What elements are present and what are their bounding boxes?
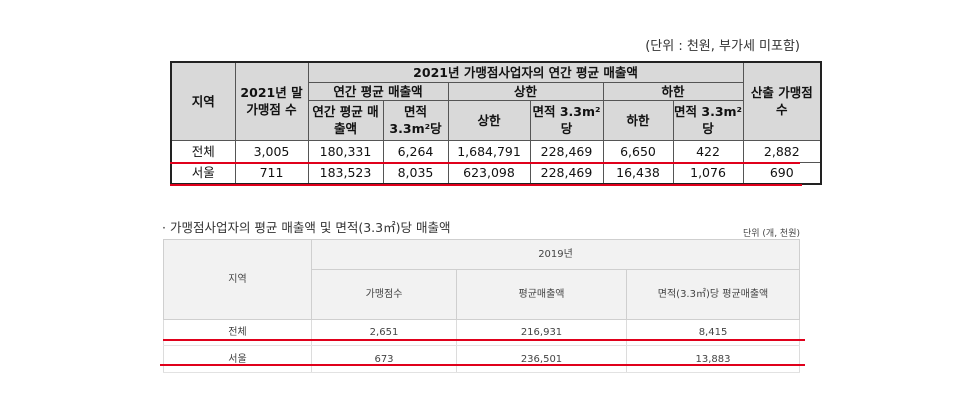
header-upper-area: 면적 3.3m²당 xyxy=(529,99,604,141)
header-lower-area: 면적 3.3m²당 xyxy=(672,99,744,141)
table-row: 서울 711 183,523 8,035 623,098 228,469 16,… xyxy=(170,161,822,185)
cell-stores: 3,005 xyxy=(234,139,309,163)
t2-highlight-line-top xyxy=(163,339,805,341)
header-lower: 하한 xyxy=(602,81,744,101)
header-calc-stores: 산출 가맹점 수 xyxy=(742,61,822,141)
highlight-line-top xyxy=(170,162,800,164)
t2-header-area-sales: 면적(3.3㎡)당 평균매출액 xyxy=(625,269,801,320)
t2-cell-region: 전체 xyxy=(163,319,312,346)
t2-header-region: 지역 xyxy=(163,239,312,320)
header-annual-avg: 연간 평균 매출액 xyxy=(307,81,449,101)
t2-cell-area-sales: 13,883 xyxy=(625,345,801,373)
table2-unit-note: 단위 (개, 천원) xyxy=(742,229,800,239)
cell-upper: 1,684,791 xyxy=(447,139,531,163)
franchise-sales-table-2021: 지역 2021년 말 가맹점 수 2021년 가맹점사업자의 연간 평균 매출액… xyxy=(170,61,823,185)
franchise-sales-table-2019: 지역 2019년 가맹점수 평균매출액 면적(3.3㎡)당 평균매출액 전체 2… xyxy=(163,239,801,373)
t2-cell-area-sales: 8,415 xyxy=(625,319,801,346)
cell-sales: 180,331 xyxy=(307,139,384,163)
cell-calc: 690 xyxy=(742,161,822,185)
cell-stores: 711 xyxy=(234,161,309,185)
cell-lower-area: 422 xyxy=(672,139,744,163)
cell-region: 전체 xyxy=(170,139,236,163)
table-row: 전체 2,651 216,931 8,415 xyxy=(163,319,801,346)
highlight-line-bottom xyxy=(170,184,802,186)
cell-area: 6,264 xyxy=(382,139,449,163)
t2-cell-stores: 2,651 xyxy=(311,319,457,346)
table-row: 서울 673 236,501 13,883 xyxy=(163,345,801,373)
unit-note: (단위 : 천원, 부가세 미포함) xyxy=(645,39,800,54)
t2-header-year: 2019년 xyxy=(310,239,801,270)
cell-region: 서울 xyxy=(170,161,236,185)
header-upper: 상한 xyxy=(447,81,604,101)
t2-cell-stores: 673 xyxy=(311,345,457,373)
cell-lower: 6,650 xyxy=(602,139,674,163)
t2-header-avg-sales: 평균매출액 xyxy=(456,269,627,320)
header-stores-2021: 2021년 말 가맹점 수 xyxy=(234,61,309,141)
t2-cell-region: 서울 xyxy=(163,345,312,373)
cell-lower-area: 1,076 xyxy=(672,161,744,185)
cell-area: 8,035 xyxy=(382,161,449,185)
cell-sales: 183,523 xyxy=(307,161,384,185)
t2-header-stores: 가맹점수 xyxy=(311,269,457,320)
t2-cell-avg-sales: 236,501 xyxy=(456,345,627,373)
t2-highlight-line-bottom xyxy=(160,364,805,366)
cell-upper-area: 228,469 xyxy=(529,139,604,163)
table-row: 전체 3,005 180,331 6,264 1,684,791 228,469… xyxy=(170,139,822,163)
cell-lower: 16,438 xyxy=(602,161,674,185)
header-upper-sales: 상한 xyxy=(447,99,531,141)
cell-calc: 2,882 xyxy=(742,139,822,163)
cell-upper-area: 228,469 xyxy=(529,161,604,185)
header-per-area: 면적 3.3m²당 xyxy=(382,99,449,141)
table2-caption: · 가맹점사업자의 평균 매출액 및 면적(3.3㎡)당 매출액 xyxy=(162,220,451,235)
t2-cell-avg-sales: 216,931 xyxy=(456,319,627,346)
header-lower-sales: 하한 xyxy=(602,99,674,141)
cell-upper: 623,098 xyxy=(447,161,531,185)
header-sales: 연간 평균 매출액 xyxy=(307,99,384,141)
header-group-title: 2021년 가맹점사업자의 연간 평균 매출액 xyxy=(307,61,744,83)
header-region: 지역 xyxy=(170,61,236,141)
